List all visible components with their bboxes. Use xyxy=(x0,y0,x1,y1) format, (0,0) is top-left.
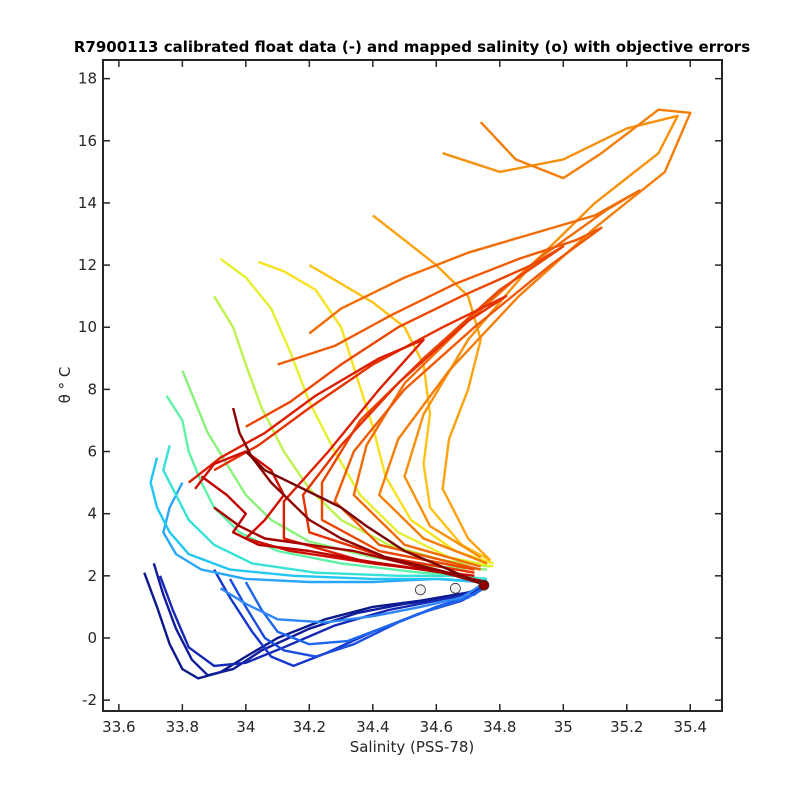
x-tick-label-1: 33.6 xyxy=(102,718,135,736)
series-line-25 xyxy=(194,450,475,577)
series-line-16 xyxy=(308,264,491,562)
y-tick-label-11: 18 xyxy=(78,70,97,88)
y-tick-label-10: 16 xyxy=(78,132,97,150)
series-layer xyxy=(143,108,692,680)
series-line-2 xyxy=(152,563,482,677)
series-line-14 xyxy=(219,257,494,568)
x-tick-label-7: 34.8 xyxy=(483,718,516,736)
series-line-23 xyxy=(213,295,508,574)
series-line-11 xyxy=(165,394,475,577)
series-line-7 xyxy=(219,584,482,624)
y-tick-label-2: 0 xyxy=(87,629,97,647)
y-tick-label-3: 2 xyxy=(87,567,97,585)
plot-frame xyxy=(102,59,723,712)
y-tick-label-9: 14 xyxy=(78,194,97,212)
x-tick-label-8: 35 xyxy=(554,718,573,736)
mapped-points-layer xyxy=(414,579,490,596)
mapped-point-3 xyxy=(414,584,426,596)
y-axis-label: θ ° C xyxy=(56,367,74,404)
series-line-28 xyxy=(231,407,485,584)
series-line-15 xyxy=(258,260,494,565)
series-line-17 xyxy=(372,214,492,562)
series-line-6 xyxy=(244,581,488,646)
series-line-21 xyxy=(277,226,603,571)
x-axis-label: Salinity (PSS-78) xyxy=(350,738,475,756)
x-tick-label-10: 35.4 xyxy=(674,718,707,736)
mapped-point-1 xyxy=(478,579,490,591)
y-axis-ticks: -2 0 2 4 6 8 10 12 14 16 18 xyxy=(78,70,722,709)
y-tick-label-8: 12 xyxy=(78,256,97,274)
y-tick-label-4: 4 xyxy=(87,505,97,523)
series-line-9 xyxy=(149,457,484,584)
y-tick-label-6: 8 xyxy=(87,380,97,398)
y-tick-label-7: 10 xyxy=(78,318,97,336)
series-line-20 xyxy=(308,189,641,568)
y-tick-label-5: 6 xyxy=(87,443,97,461)
series-line-26 xyxy=(200,475,488,584)
x-axis-ticks: 33.6 33.8 34 34.2 34.4 34.6 34.8 35 35.2 35.4 xyxy=(102,60,707,736)
series-line-10 xyxy=(162,445,488,581)
chart-title: R7900113 calibrated float data (-) and m… xyxy=(74,38,750,56)
mapped-point-2 xyxy=(449,582,461,594)
x-tick-label-6: 34.6 xyxy=(420,718,453,736)
x-tick-label-2: 33.8 xyxy=(166,718,199,736)
x-tick-label-5: 34.4 xyxy=(356,718,389,736)
series-line-8 xyxy=(162,482,481,584)
x-tick-label-3: 34 xyxy=(236,718,255,736)
x-tick-label-4: 34.2 xyxy=(293,718,326,736)
series-line-3 xyxy=(158,575,478,668)
x-tick-label-9: 35.2 xyxy=(610,718,643,736)
series-line-18 xyxy=(403,114,679,559)
series-line-29 xyxy=(244,450,485,587)
series-line-27 xyxy=(213,506,488,587)
series-line-22 xyxy=(245,245,565,571)
plot-area xyxy=(103,60,722,711)
series-line-19 xyxy=(378,108,692,565)
y-tick-label-1: -2 xyxy=(82,691,97,709)
